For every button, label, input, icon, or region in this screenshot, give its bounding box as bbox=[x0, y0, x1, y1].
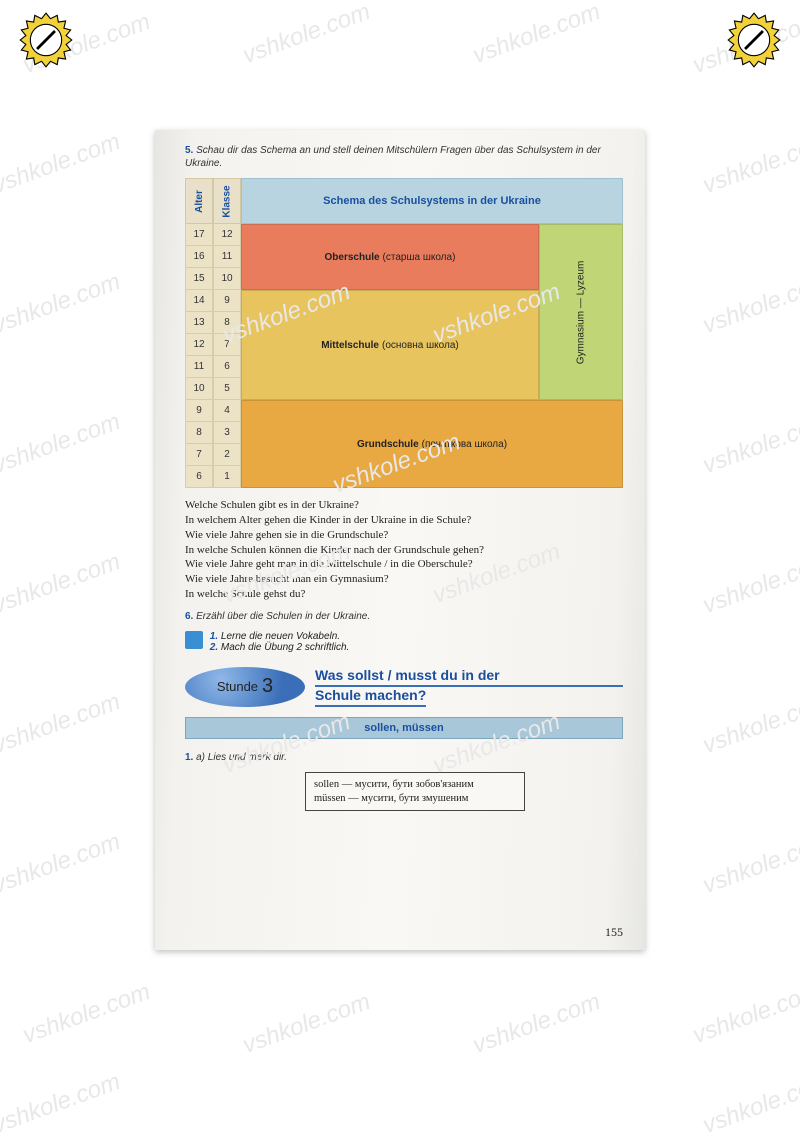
pdf-xchange-badge-right[interactable] bbox=[726, 12, 782, 68]
alter-cell: 13 bbox=[185, 312, 213, 334]
stunde-pill: Stunde3 bbox=[185, 667, 305, 707]
stunde-title: Was sollst / musst du in der Schule mach… bbox=[315, 667, 623, 707]
watermark-text: vshkole.com bbox=[689, 978, 800, 1050]
vocab-bar: sollen, müssen bbox=[185, 717, 623, 739]
ex5-number: 5. bbox=[185, 145, 193, 156]
watermark-text: vshkole.com bbox=[469, 0, 604, 70]
question-line: In welchem Alter gehen die Kinder in der… bbox=[185, 513, 623, 528]
klasse-cell: 9 bbox=[213, 290, 241, 312]
alter-cell: 8 bbox=[185, 422, 213, 444]
ex6-text: Erzähl über die Schulen in der Ukraine. bbox=[196, 611, 370, 622]
klasse-cell: 2 bbox=[213, 444, 241, 466]
alter-cell: 6 bbox=[185, 466, 213, 488]
alter-cell: 15 bbox=[185, 268, 213, 290]
school-system-schema: Alter Klasse Schema des Schulsystems in … bbox=[185, 178, 623, 488]
alter-cell: 7 bbox=[185, 444, 213, 466]
alter-cell: 10 bbox=[185, 378, 213, 400]
question-line: Wie viele Jahre geht man in die Mittelsc… bbox=[185, 557, 623, 572]
gymnasium-block: Gymnasium — Lyzeum bbox=[539, 224, 623, 400]
question-list: Welche Schulen gibt es in der Ukraine?In… bbox=[185, 498, 623, 602]
watermark-text: vshkole.com bbox=[239, 0, 374, 70]
klasse-cell: 3 bbox=[213, 422, 241, 444]
mittelschule-block: Mittelschule(основна школа) bbox=[241, 290, 539, 400]
exercise-5: 5. Schau dir das Schema an und stell dei… bbox=[185, 144, 623, 170]
watermark-text: vshkole.com bbox=[699, 408, 800, 480]
definition-box: sollen — мусити, бути зобов'язаним müsse… bbox=[305, 772, 525, 811]
alter-cell: 11 bbox=[185, 356, 213, 378]
watermark-text: vshkole.com bbox=[0, 128, 124, 200]
klasse-cell: 4 bbox=[213, 400, 241, 422]
question-line: In welche Schule gehst du? bbox=[185, 587, 623, 602]
pdf-xchange-badge-left[interactable] bbox=[18, 12, 74, 68]
klasse-cell: 5 bbox=[213, 378, 241, 400]
question-line: Wie viele Jahre gehen sie in die Grundsc… bbox=[185, 528, 623, 543]
klasse-cell: 1 bbox=[213, 466, 241, 488]
watermark-text: vshkole.com bbox=[699, 268, 800, 340]
klasse-cell: 8 bbox=[213, 312, 241, 334]
watermark-text: vshkole.com bbox=[699, 688, 800, 760]
question-line: Wie viele Jahre besucht man ein Gymnasiu… bbox=[185, 572, 623, 587]
exercise-1a: 1. a) Lies und merk dir. bbox=[185, 751, 623, 764]
schema-title: Schema des Schulsystems in der Ukraine bbox=[241, 178, 623, 224]
watermark-text: vshkole.com bbox=[699, 548, 800, 620]
alter-cell: 9 bbox=[185, 400, 213, 422]
alter-cell: 17 bbox=[185, 224, 213, 246]
watermark-text: vshkole.com bbox=[699, 828, 800, 900]
alter-cell: 14 bbox=[185, 290, 213, 312]
klasse-cell: 7 bbox=[213, 334, 241, 356]
watermark-text: vshkole.com bbox=[699, 128, 800, 200]
watermark-text: vshkole.com bbox=[699, 1068, 800, 1140]
exercise-6: 6. Erzähl über die Schulen in der Ukrain… bbox=[185, 610, 623, 623]
klasse-cell: 11 bbox=[213, 246, 241, 268]
ex6-number: 6. bbox=[185, 611, 193, 622]
watermark-text: vshkole.com bbox=[0, 408, 124, 480]
header-alter: Alter bbox=[185, 178, 213, 224]
watermark-text: vshkole.com bbox=[0, 828, 124, 900]
question-line: Welche Schulen gibt es in der Ukraine? bbox=[185, 498, 623, 513]
watermark-text: vshkole.com bbox=[469, 988, 604, 1060]
watermark-text: vshkole.com bbox=[0, 548, 124, 620]
oberschule-block: Oberschule(старша школа) bbox=[241, 224, 539, 290]
schema-blocks: Oberschule(старша школа) Mittelschule(ос… bbox=[241, 224, 623, 488]
textbook-page: 5. Schau dir das Schema an und stell dei… bbox=[155, 130, 645, 950]
grundschule-block: Grundschule(початкова школа) bbox=[241, 400, 623, 488]
alter-cell: 16 bbox=[185, 246, 213, 268]
header-klasse: Klasse bbox=[213, 178, 241, 224]
homework-icon bbox=[185, 631, 203, 649]
question-line: In welche Schulen können die Kinder nach… bbox=[185, 543, 623, 558]
page-number: 155 bbox=[605, 925, 623, 940]
klasse-cell: 6 bbox=[213, 356, 241, 378]
klasse-cell: 12 bbox=[213, 224, 241, 246]
watermark-text: vshkole.com bbox=[0, 1068, 124, 1140]
alter-cell: 12 bbox=[185, 334, 213, 356]
stunde-header: Stunde3 Was sollst / musst du in der Sch… bbox=[185, 667, 623, 707]
column-klasse: 121110987654321 bbox=[213, 224, 241, 488]
column-alter: 17161514131211109876 bbox=[185, 224, 213, 488]
ex5-text: Schau dir das Schema an und stell deinen… bbox=[185, 145, 601, 169]
watermark-text: vshkole.com bbox=[0, 688, 124, 760]
watermark-text: vshkole.com bbox=[19, 978, 154, 1050]
homework-block: 1. Lerne die neuen Vokabeln. 2. Mach die… bbox=[185, 631, 623, 653]
klasse-cell: 10 bbox=[213, 268, 241, 290]
watermark-text: vshkole.com bbox=[239, 988, 374, 1060]
watermark-text: vshkole.com bbox=[0, 268, 124, 340]
